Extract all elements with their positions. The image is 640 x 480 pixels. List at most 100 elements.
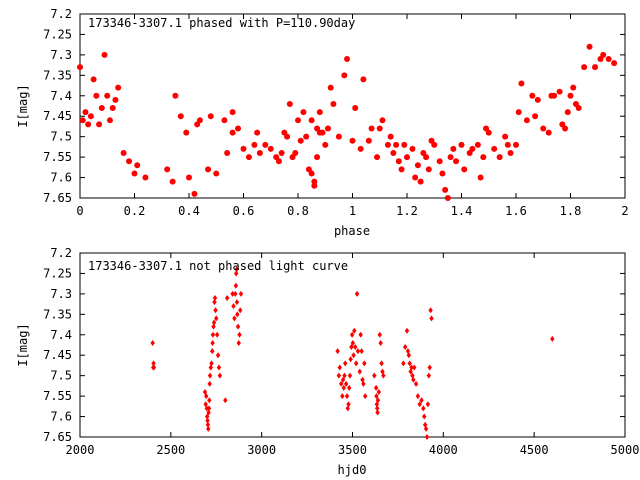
phased-data-point	[235, 125, 242, 132]
phased-data-point	[256, 150, 263, 157]
phased-data-point	[169, 178, 176, 185]
phased-data-point	[314, 154, 321, 161]
phased-data-point	[469, 145, 476, 152]
unphased-data-point	[238, 290, 244, 297]
unphased-data-point	[234, 299, 240, 306]
unphased-data-point	[344, 393, 350, 400]
phased-data-point	[205, 166, 212, 173]
phased-y-tick-label: 7.35	[43, 68, 72, 82]
unphased-data-point	[347, 372, 353, 379]
phased-data-point	[401, 141, 408, 148]
phased-x-tick-label: 0.8	[287, 204, 309, 218]
phased-data-point	[221, 117, 228, 124]
phased-data-point	[324, 125, 331, 132]
unphased-data-point	[412, 364, 417, 371]
unphased-y-axis-label: I[mag]	[16, 323, 30, 366]
phased-data-point	[240, 145, 247, 152]
phased-data-point	[284, 133, 291, 140]
unphased-data-point	[213, 307, 218, 314]
phased-data-point	[417, 178, 424, 185]
phased-data-point	[485, 129, 492, 136]
unphased-data-point	[211, 323, 216, 330]
phased-data-point	[77, 64, 83, 71]
phased-data-point	[444, 195, 451, 201]
phased-data-point	[344, 55, 351, 62]
phased-data-point	[286, 100, 293, 107]
phased-data-point	[292, 150, 299, 157]
unphased-data-point	[375, 397, 381, 404]
unphased-x-tick-label: 5000	[611, 443, 640, 457]
phased-data-point	[507, 150, 514, 157]
phased-data-point	[423, 154, 430, 161]
phased-data-point	[532, 113, 539, 120]
phased-data-point	[523, 117, 530, 124]
unphased-data-point	[235, 323, 241, 330]
phased-data-point	[109, 105, 116, 112]
unphased-data-point	[359, 348, 364, 355]
phased-data-point	[564, 109, 571, 116]
phased-data-point	[82, 109, 89, 116]
unphased-data-point	[378, 339, 383, 346]
phased-data-point	[229, 109, 236, 116]
phased-data-point	[319, 129, 326, 136]
unphased-data-point	[205, 421, 211, 428]
phased-data-point	[379, 117, 386, 124]
phased-data-point	[254, 129, 261, 136]
unphased-data-point	[202, 389, 208, 396]
phased-data-point	[515, 109, 522, 116]
phased-data-point	[213, 170, 220, 177]
phased-data-point	[297, 137, 304, 144]
unphased-data-points	[150, 266, 555, 440]
phased-data-point	[412, 174, 419, 181]
phased-data-point	[562, 125, 569, 132]
phased-data-point	[79, 117, 86, 124]
phased-data-point	[393, 141, 400, 148]
unphased-data-point	[204, 393, 209, 400]
phased-data-point	[453, 158, 460, 165]
phased-data-point	[131, 170, 138, 177]
unphased-axis-ticks: 2000 2500 3000 3500 4000 4500 5000 7.2 7.25 7.3 7.…	[43, 246, 639, 457]
unphased-data-point	[343, 380, 349, 387]
unphased-y-tick-label: 7.55	[43, 389, 72, 403]
unphased-x-tick-label: 2500	[156, 443, 185, 457]
phased-data-point	[134, 162, 141, 169]
unphased-data-point	[353, 360, 359, 367]
phased-data-point	[245, 154, 252, 161]
phased-y-tick-label: 7.6	[50, 171, 72, 185]
unphased-y-tick-label: 7.25	[43, 266, 72, 280]
phased-data-point	[592, 64, 599, 71]
phased-data-point	[442, 186, 449, 193]
unphased-data-point	[358, 331, 363, 338]
phased-x-tick-label: 0.6	[233, 204, 255, 218]
phased-data-point	[436, 158, 443, 165]
phased-data-point	[207, 113, 214, 120]
unphased-data-point	[233, 282, 239, 289]
unphased-x-tick-label: 3500	[338, 443, 367, 457]
unphased-data-point	[361, 380, 366, 387]
phased-data-point	[425, 166, 432, 173]
unphased-data-point	[345, 405, 350, 412]
phased-x-tick-label: 1.4	[451, 204, 473, 218]
unphased-data-point	[340, 376, 346, 383]
phased-y-axis-label: I[mag]	[16, 84, 30, 127]
unphased-data-point	[206, 409, 211, 416]
unphased-y-tick-label: 7.4	[50, 328, 72, 342]
phased-data-point	[387, 133, 394, 140]
phased-data-point	[575, 105, 582, 112]
unphased-x-tick-label: 3000	[247, 443, 276, 457]
unphased-data-point	[206, 425, 211, 432]
unphased-data-point	[214, 331, 220, 338]
unphased-data-point	[212, 294, 218, 301]
unphased-data-point	[234, 270, 239, 277]
phased-data-point	[404, 154, 410, 161]
unphased-data-point	[372, 372, 377, 379]
unphased-data-point	[151, 360, 156, 367]
unphased-data-point	[351, 352, 356, 359]
phased-data-point	[384, 141, 391, 148]
phased-data-point	[308, 170, 315, 177]
phased-data-point	[120, 150, 127, 157]
phased-data-point	[395, 158, 402, 165]
unphased-data-point	[231, 303, 236, 310]
